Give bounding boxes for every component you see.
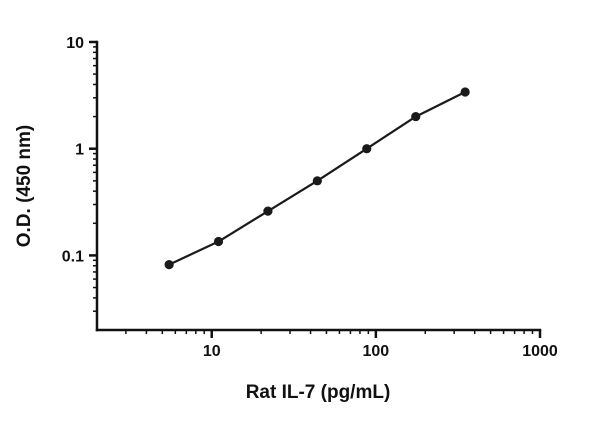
- data-point: [411, 111, 421, 122]
- data-point: [362, 144, 372, 154]
- y-tick-label: 1: [75, 142, 84, 159]
- data-point: [312, 176, 322, 186]
- data-point: [213, 236, 224, 247]
- data-point: [460, 87, 470, 97]
- data-point: [263, 206, 273, 216]
- x-tick-label: 100: [363, 343, 390, 360]
- data-point: [164, 260, 174, 270]
- y-tick-label: 10: [66, 35, 84, 52]
- y-tick-label: 0.1: [62, 248, 84, 265]
- x-tick-label: 1000: [522, 343, 558, 360]
- x-axis-title: Rat IL-7 (pg/mL): [246, 382, 391, 403]
- y-axis-title: O.D. (450 nm): [14, 125, 35, 247]
- plot-area: 10 100 1000 0.1 1 10: [62, 35, 558, 360]
- x-tick-label: 10: [203, 343, 221, 360]
